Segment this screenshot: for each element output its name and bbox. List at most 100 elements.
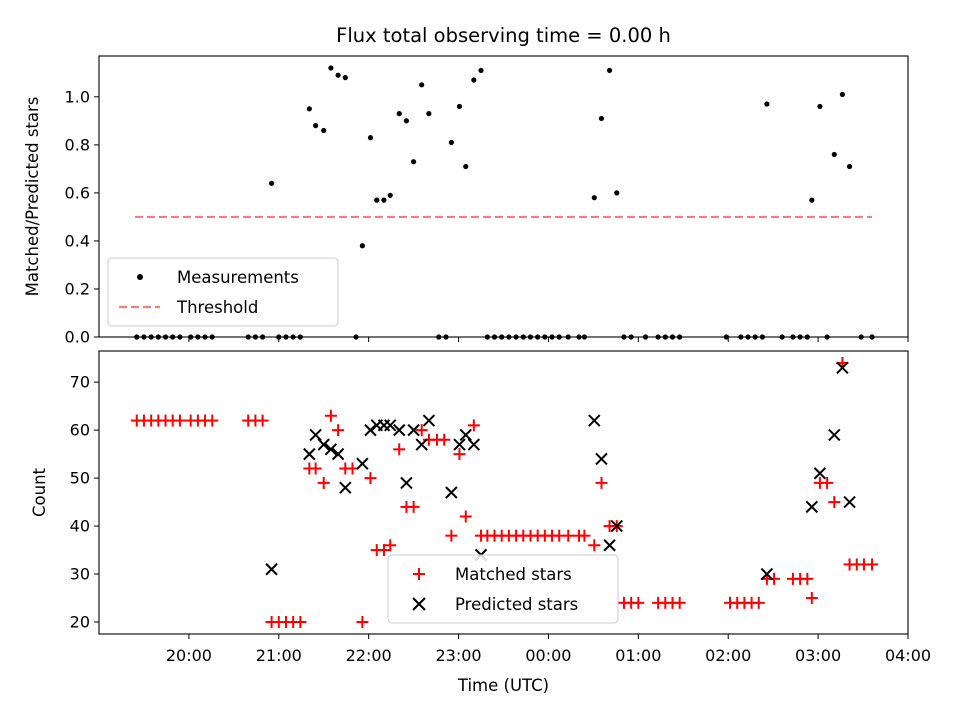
measurement-point: [268, 180, 275, 186]
measurement-point: [471, 77, 477, 83]
predicted-star-point: [813, 467, 827, 480]
measurement-point: [478, 67, 484, 74]
matched-star-point: [256, 414, 269, 427]
measurement-point: [374, 197, 380, 203]
matched-star-point: [562, 529, 575, 542]
measurement-point: [448, 139, 454, 146]
x-axis-ticks-bottom: 20:00 21:00 22:00 23:00 00:00 01:00 02:00 03:00…: [166, 634, 931, 665]
legend-top: Measurements Threshold: [107, 257, 339, 327]
matched-star-point: [324, 409, 337, 422]
matched-star-point: [438, 433, 451, 446]
measurement-point: [614, 190, 620, 196]
x-tick-label: 21:00: [256, 646, 302, 665]
measurement-point: [359, 243, 365, 249]
legend-frame: [107, 257, 339, 327]
matched-star-point: [459, 510, 472, 523]
matched-star-point: [309, 462, 322, 475]
predicted-star-point: [324, 443, 338, 456]
y-tick-label: 30: [70, 565, 90, 584]
plot-frame-bottom: [98, 350, 909, 635]
y-axis-ticks-top: 0.0 0.2 0.4 0.6 0.8 1.0: [65, 87, 99, 347]
predicted-star-point: [588, 414, 601, 427]
matched-star-point: [673, 596, 686, 609]
matched-star-point: [467, 419, 480, 432]
measurement-point: [411, 159, 417, 165]
predicted-star-point: [331, 447, 345, 461]
predicted-star-point: [836, 361, 849, 374]
matched-star-point: [377, 544, 390, 557]
measurement-point: [817, 103, 823, 110]
y-tick-label: 0.2: [65, 279, 90, 298]
predicted-star-point: [303, 447, 316, 461]
matched-star-point: [445, 529, 458, 542]
x-tick-label: 00:00: [525, 646, 571, 665]
matched-star-point: [821, 476, 834, 489]
y-tick-label: 70: [70, 373, 90, 392]
x-tick-label: 02:00: [705, 646, 751, 665]
predicted-star-point: [384, 419, 397, 432]
matched-star-point: [866, 558, 879, 571]
matched-star-point: [364, 472, 377, 485]
matched-star-point: [453, 448, 466, 461]
legend-label-matched: Matched stars: [455, 565, 572, 584]
matched-star-point: [384, 539, 397, 552]
measurement-point: [591, 195, 597, 201]
y-axis-label-top: Matched/Predicted stars: [23, 97, 42, 297]
count-panel: 20 30 40 50 60 70 20:00 21:00 22:00 23:00 00:00 01…: [30, 350, 931, 695]
matched-star-point: [805, 592, 818, 605]
matched-star-point: [317, 476, 330, 489]
matched-star-point: [595, 476, 608, 489]
legend-frame: [387, 554, 619, 624]
predicted-stars-points: [265, 361, 856, 581]
measurement-points: [134, 65, 875, 340]
matched-star-point: [206, 414, 219, 427]
matched-star-point: [632, 596, 645, 609]
measurement-point: [313, 123, 319, 129]
legend-label-measurements: Measurements: [177, 268, 299, 287]
measurement-point: [367, 135, 374, 141]
plot-frame-top: [98, 55, 909, 338]
measurement-point: [306, 106, 312, 112]
y-tick-label: 0.8: [65, 135, 90, 154]
predicted-star-point: [393, 423, 406, 437]
predicted-star-point: [356, 457, 369, 470]
measurement-point: [396, 111, 402, 117]
measurement-point: [831, 151, 837, 158]
predicted-star-point: [400, 476, 413, 490]
measurement-point: [403, 118, 410, 124]
legend-label-threshold: Threshold: [176, 298, 258, 317]
measurement-point: [342, 75, 348, 81]
predicted-star-point: [610, 519, 623, 533]
x-axis-ticks-top: [188, 337, 909, 342]
predicted-star-point: [828, 428, 841, 442]
predicted-star-point: [843, 495, 856, 509]
predicted-star-point: [407, 423, 420, 437]
y-tick-label: 50: [70, 469, 90, 488]
y-tick-label: 0.0: [65, 328, 90, 347]
matched-star-point: [415, 424, 428, 437]
measurement-point: [456, 103, 463, 110]
predicted-star-point: [603, 539, 616, 552]
matched-star-point: [393, 443, 406, 456]
matched-star-point: [752, 596, 765, 609]
y-tick-label: 60: [70, 421, 90, 440]
predicted-star-point: [265, 563, 278, 576]
x-tick-label: 20:00: [166, 646, 212, 665]
measurement-point: [606, 67, 613, 74]
y-tick-label: 20: [70, 613, 90, 632]
x-tick-label: 03:00: [795, 646, 841, 665]
matched-star-point: [588, 539, 601, 552]
matched-star-point: [578, 529, 591, 542]
predicted-star-point: [339, 481, 352, 494]
predicted-star-point: [422, 414, 436, 427]
legend-label-predicted: Predicted stars: [455, 595, 578, 614]
legend-marker-matched: [413, 568, 425, 580]
measurement-point: [598, 115, 605, 122]
predicted-star-point: [364, 423, 377, 437]
predicted-star-point: [595, 452, 608, 466]
measurement-point: [335, 72, 341, 78]
y-axis-label-bottom: Count: [30, 467, 49, 517]
x-axis-label: Time (UTC): [457, 676, 549, 695]
measurement-point: [328, 65, 334, 71]
y-tick-label: 40: [70, 517, 90, 536]
